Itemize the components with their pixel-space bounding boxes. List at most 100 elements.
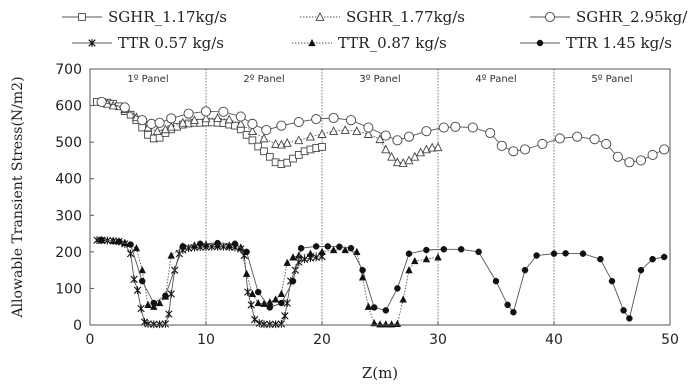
data-point — [305, 131, 315, 141]
data-point — [162, 292, 169, 299]
data-point — [341, 245, 349, 254]
panel-label: 5º Panel — [591, 74, 632, 85]
plot-frame — [89, 68, 671, 326]
legend-label: SGHR_1.17kg/s — [108, 8, 227, 26]
y-axis: 0 100 200 300 400 500 600 700 — [55, 62, 94, 334]
data-point — [359, 266, 366, 274]
data-point — [150, 320, 158, 329]
data-point — [427, 142, 437, 152]
data-point — [271, 295, 280, 303]
data-point — [277, 289, 286, 298]
legend-marker — [536, 39, 544, 47]
data-point — [166, 113, 177, 124]
data-point — [178, 117, 188, 127]
legend-label: SGHR_1.77kg/s — [346, 8, 465, 26]
y-tick-label: 200 — [55, 245, 82, 261]
data-point — [243, 248, 250, 256]
data-point — [647, 149, 658, 160]
panel-label: 4º Panel — [475, 74, 516, 85]
data-point — [254, 299, 262, 307]
data-point — [96, 96, 107, 107]
data-point — [242, 269, 251, 277]
legend-marker — [78, 13, 86, 21]
data-point — [297, 244, 305, 252]
panel-labels: 1º Panel 2º Panel 3º Panel 4º Panel 5º Panel — [127, 74, 632, 85]
legend-item: TTR 0.57 kg/s — [72, 34, 224, 52]
data-point — [382, 320, 390, 328]
data-point — [370, 304, 378, 311]
data-point — [271, 320, 280, 329]
series-5 — [98, 236, 668, 322]
data-point — [410, 151, 420, 161]
data-point — [254, 288, 262, 296]
data-point — [115, 238, 123, 245]
data-point — [422, 255, 431, 263]
data-point — [457, 246, 465, 253]
y-tick-label: 600 — [55, 99, 82, 115]
data-point — [247, 126, 257, 136]
panel-label: 1º Panel — [127, 74, 168, 85]
data-point — [608, 277, 616, 285]
series-1 — [97, 96, 443, 167]
data-point — [637, 266, 645, 274]
data-point — [345, 115, 357, 126]
data-point — [213, 113, 223, 122]
y-tick-label: 300 — [55, 208, 82, 224]
data-point — [387, 320, 396, 328]
data-point — [248, 136, 257, 145]
series-layer — [93, 96, 670, 329]
data-point — [475, 248, 482, 256]
data-point — [347, 244, 355, 252]
data-point — [150, 302, 158, 310]
data-point — [218, 106, 229, 117]
data-point — [196, 240, 204, 248]
data-point — [329, 126, 339, 136]
data-point — [510, 308, 517, 316]
data-point — [659, 144, 670, 155]
legend-item: TTR 1.45 kg/s — [520, 34, 672, 52]
data-point — [202, 240, 210, 248]
data-point — [165, 310, 173, 318]
legend-item: TTR_0.87 kg/s — [292, 34, 447, 52]
data-point — [200, 106, 212, 117]
data-point — [144, 320, 152, 328]
x-axis-label: Z(m) — [362, 364, 398, 382]
data-point — [562, 250, 569, 257]
data-point — [381, 144, 391, 154]
data-point — [277, 320, 286, 328]
data-point — [282, 137, 292, 147]
data-point — [167, 290, 175, 298]
data-point — [403, 131, 415, 142]
data-point — [626, 315, 633, 322]
data-point — [166, 121, 176, 131]
panel-label: 3º Panel — [359, 74, 400, 85]
series-4 — [97, 236, 442, 328]
data-point — [649, 255, 656, 263]
data-point — [467, 122, 478, 133]
data-point — [589, 134, 600, 145]
data-point — [392, 157, 402, 167]
legend-label: TTR 0.57 kg/s — [118, 34, 224, 52]
data-point — [289, 277, 297, 285]
data-point — [635, 155, 647, 166]
data-point — [318, 247, 326, 255]
data-point — [492, 277, 500, 285]
data-point — [550, 250, 558, 257]
data-point — [201, 113, 211, 123]
data-point — [537, 138, 548, 150]
data-point — [225, 241, 233, 249]
data-point — [259, 133, 269, 143]
data-point — [376, 320, 384, 328]
x-tick-label: 0 — [86, 332, 95, 348]
data-point — [387, 151, 397, 161]
data-point — [340, 125, 350, 134]
data-point — [289, 253, 297, 261]
data-point — [421, 126, 432, 137]
data-point — [504, 301, 511, 309]
data-point — [519, 144, 531, 155]
data-point — [508, 146, 519, 157]
data-point — [132, 244, 141, 252]
data-point — [612, 151, 623, 162]
y-axis-label: Allowable Transient Stress(N/m2) — [10, 76, 26, 318]
